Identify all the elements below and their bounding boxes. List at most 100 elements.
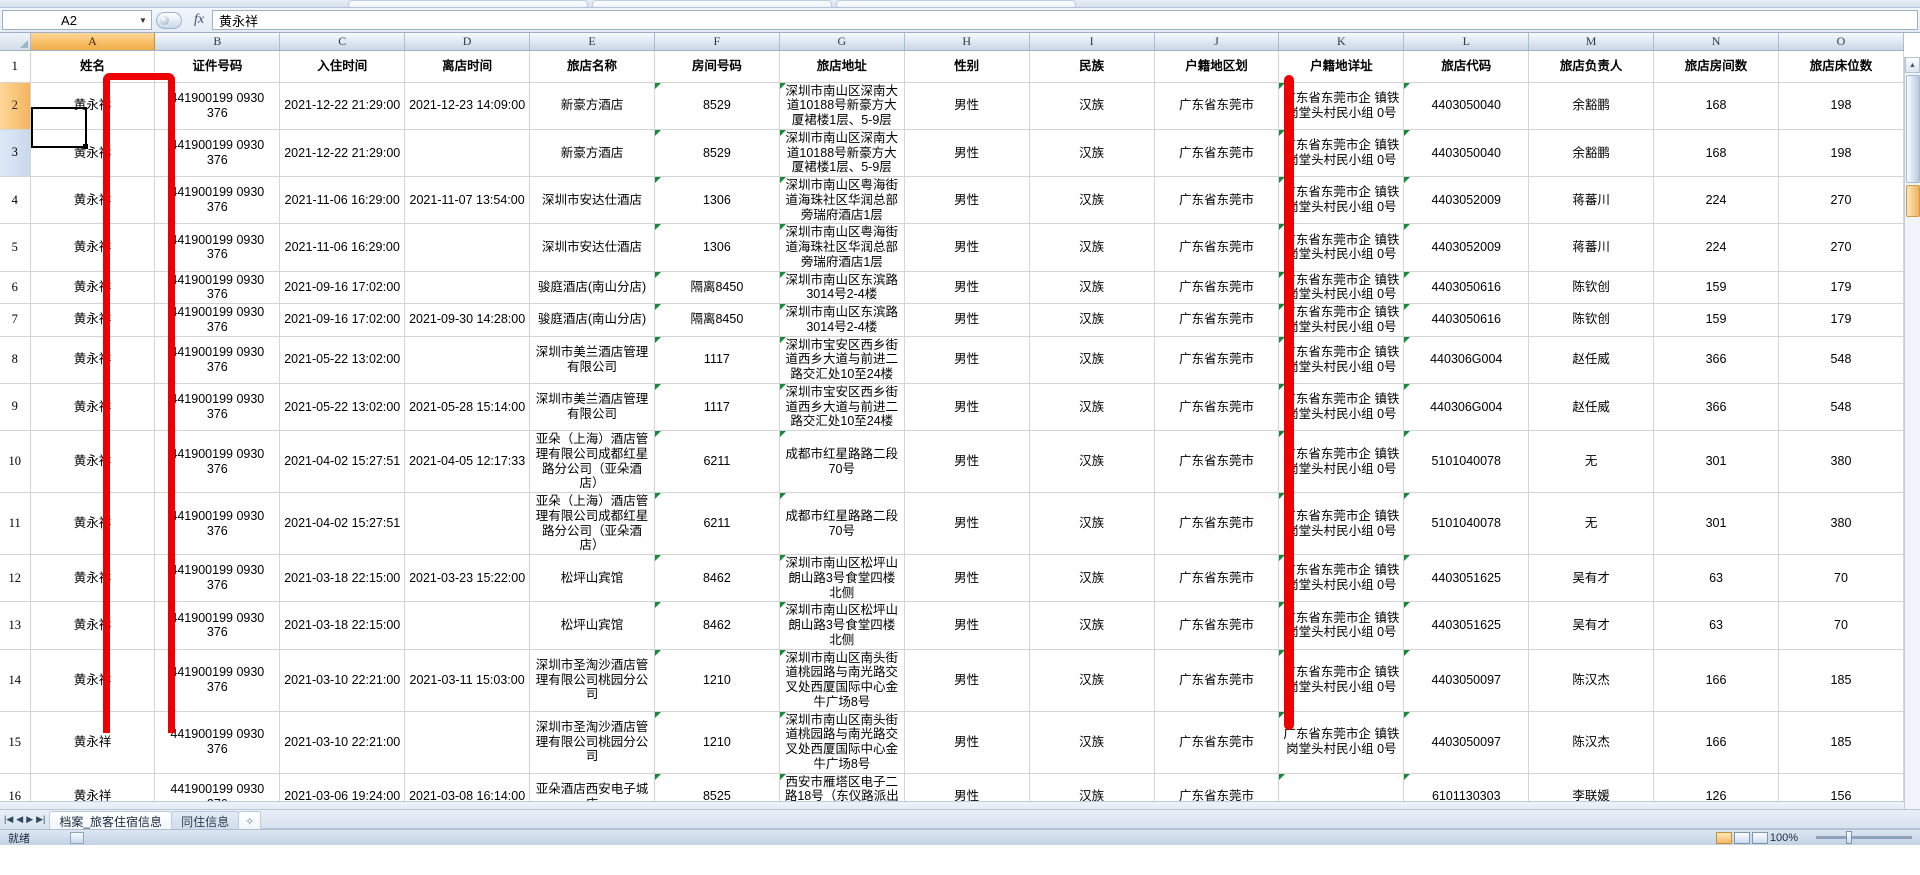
header-cell-m[interactable]: 旅店负责人 [1528,50,1655,83]
cell-d8[interactable] [404,336,531,384]
cell-e5[interactable]: 深圳市安达仕酒店 [529,223,655,272]
cell-d9[interactable]: 2021-05-28 15:14:00 [404,383,531,432]
fx-icon[interactable]: fx [193,12,205,27]
cell-o13[interactable]: 70 [1778,601,1905,650]
cell-g13[interactable]: 深圳市南山区松坪山朗山路3号食堂四楼北侧 [779,601,905,650]
cell-n8[interactable]: 366 [1653,336,1779,384]
nav-next-icon[interactable]: ▶ [26,814,34,824]
formula-input[interactable]: 黄永祥 [212,10,1918,30]
cell-f4[interactable]: 1306 [654,176,780,225]
cell-k2[interactable]: 广东省东莞市企 镇铁岗堂头村民小组 0号 [1278,82,1405,130]
cell-m11[interactable]: 无 [1528,492,1655,555]
cell-a8[interactable]: 黄永祥 [30,336,156,384]
cell-d6[interactable] [404,271,531,304]
table-row[interactable]: 15 黄永祥 441900199 0930 376 2021-03-10 22:21:… [0,711,1905,774]
cell-a12[interactable]: 黄永祥 [30,554,156,603]
cell-m13[interactable]: 吴有才 [1528,601,1655,650]
cell-o2[interactable]: 198 [1778,82,1905,130]
cell-h7[interactable]: 男性 [904,303,1030,337]
cell-e6[interactable]: 骏庭酒店(南山分店) [529,271,655,304]
column-header-f[interactable]: F [654,33,780,51]
cell-c10[interactable]: 2021-04-02 15:27:51 [279,430,406,493]
cell-o12[interactable]: 70 [1778,554,1905,603]
row-header-12[interactable]: 12 [0,554,31,603]
cell-e12[interactable]: 松坪山宾馆 [529,554,655,603]
cell-b4[interactable]: 441900199 0930 376 [154,176,281,225]
cell-f9[interactable]: 1117 [654,383,780,432]
row-header-6[interactable]: 6 [0,271,31,304]
header-cell-c[interactable]: 入住时间 [279,50,406,83]
cell-n9[interactable]: 366 [1653,383,1779,432]
cell-h11[interactable]: 男性 [904,492,1030,555]
vertical-scrollbar[interactable]: ▲ [1904,57,1920,845]
header-cell-j[interactable]: 户籍地区划 [1154,50,1280,83]
ribbon-tab-stub-2[interactable] [592,0,832,7]
cell-f7[interactable]: 隔离8450 [654,303,780,337]
nav-first-icon[interactable]: |◀ [4,814,14,824]
cell-m3[interactable]: 余豁鹏 [1528,129,1655,178]
new-sheet-icon[interactable]: ✧ [238,811,262,830]
cell-i4[interactable]: 汉族 [1029,176,1155,225]
cell-g9[interactable]: 深圳市宝安区西乡街道西乡大道与前进二路交汇处10至24楼 [779,383,905,432]
header-cell-h[interactable]: 性别 [904,50,1030,83]
cell-g11[interactable]: 成都市红星路路二段70号 [779,492,905,555]
cell-d15[interactable] [404,711,531,774]
formula-bar-toggle[interactable] [152,9,186,31]
vertical-scroll-marker[interactable] [1906,185,1920,217]
cell-e9[interactable]: 深圳市美兰酒店管理有限公司 [529,383,655,432]
cell-b2[interactable]: 441900199 0930 376 [154,82,281,130]
cell-i8[interactable]: 汉族 [1029,336,1155,384]
cell-o6[interactable]: 179 [1778,271,1905,304]
column-header-d[interactable]: D [404,33,531,51]
cell-h6[interactable]: 男性 [904,271,1030,304]
cell-d7[interactable]: 2021-09-30 14:28:00 [404,303,531,337]
cell-o4[interactable]: 270 [1778,176,1905,225]
cell-l8[interactable]: 440306G004 [1403,336,1530,384]
cell-b7[interactable]: 441900199 0930 376 [154,303,281,337]
table-row[interactable]: 7 黄永祥 441900199 0930 376 2021-09-16 17:02:0… [0,303,1905,337]
ribbon-tab-stub-3[interactable] [836,0,1076,7]
scroll-up-arrow-icon[interactable]: ▲ [1905,57,1920,73]
cell-f10[interactable]: 6211 [654,430,780,493]
cell-h10[interactable]: 男性 [904,430,1030,493]
cell-h12[interactable]: 男性 [904,554,1030,603]
cell-n11[interactable]: 301 [1653,492,1779,555]
cell-a2[interactable]: 黄永祥 [30,82,156,130]
table-row[interactable]: 10 黄永祥 441900199 0930 376 2021-04-02 15:27:… [0,430,1905,493]
cell-n12[interactable]: 63 [1653,554,1779,603]
cell-i14[interactable]: 汉族 [1029,649,1155,712]
cell-g15[interactable]: 深圳市南山区南头街道桃园路与南光路交叉处西厦国际中心金牛广场8号 [779,711,905,774]
table-row[interactable]: 9 黄永祥 441900199 0930 376 2021-05-22 13:02:0… [0,383,1905,432]
header-cell-e[interactable]: 旅店名称 [529,50,655,83]
column-header-c[interactable]: C [279,33,406,51]
cell-n2[interactable]: 168 [1653,82,1779,130]
cell-m8[interactable]: 赵任威 [1528,336,1655,384]
column-header-n[interactable]: N [1653,33,1779,51]
row-header-14[interactable]: 14 [0,649,31,712]
cell-h5[interactable]: 男性 [904,223,1030,272]
cell-b13[interactable]: 441900199 0930 376 [154,601,281,650]
ribbon-tab-stub-1[interactable] [348,0,588,7]
cell-e2[interactable]: 新豪方酒店 [529,82,655,130]
cell-f2[interactable]: 8529 [654,82,780,130]
table-row[interactable]: 13 黄永祥 441900199 0930 376 2021-03-18 22:15:… [0,601,1905,650]
row-header-10[interactable]: 10 [0,430,31,493]
table-row[interactable]: 4 黄永祥 441900199 0930 376 2021-11-06 16:29:0… [0,176,1905,225]
cell-m9[interactable]: 赵任威 [1528,383,1655,432]
cell-c13[interactable]: 2021-03-18 22:15:00 [279,601,406,650]
cell-m2[interactable]: 余豁鹏 [1528,82,1655,130]
table-row[interactable]: 6 黄永祥 441900199 0930 376 2021-09-16 17:02:0… [0,271,1905,304]
header-cell-i[interactable]: 民族 [1029,50,1155,83]
cell-i3[interactable]: 汉族 [1029,129,1155,178]
cell-j12[interactable]: 广东省东莞市 [1154,554,1280,603]
cell-l11[interactable]: 5101040078 [1403,492,1530,555]
cell-g2[interactable]: 深圳市南山区深南大道10188号新豪方大厦裙楼1层、5-9层 [779,82,905,130]
cell-f12[interactable]: 8462 [654,554,780,603]
cell-j4[interactable]: 广东省东莞市 [1154,176,1280,225]
cell-d5[interactable] [404,223,531,272]
cell-o7[interactable]: 179 [1778,303,1905,337]
cell-k11[interactable]: 广东省东莞市企 镇铁岗堂头村民小组 0号 [1278,492,1405,555]
column-header-k[interactable]: K [1278,33,1405,51]
column-header-h[interactable]: H [904,33,1030,51]
row-header-11[interactable]: 11 [0,492,31,555]
